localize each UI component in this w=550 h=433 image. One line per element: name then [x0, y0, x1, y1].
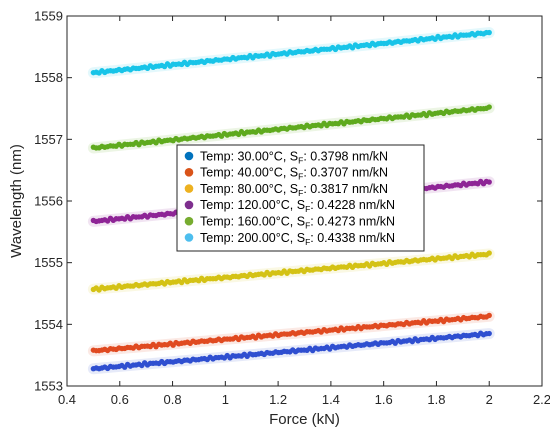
- legend-sf-value: : 0.3817 nm/kN: [303, 182, 388, 196]
- legend-entry: Temp: 30.00°C, SF: 0.3798 nm/kN: [200, 149, 388, 165]
- legend-marker: [184, 233, 194, 242]
- fit-line: [93, 106, 490, 149]
- series-40.00°C: [87, 310, 495, 357]
- x-tick-label: 1: [222, 392, 229, 407]
- legend-marker: [184, 216, 194, 226]
- x-tick-label: 1.8: [427, 392, 445, 407]
- fit-line: [93, 332, 490, 370]
- x-tick-label: 2: [486, 392, 493, 407]
- fit-line: [93, 315, 490, 352]
- x-axis-label: Force (kN): [269, 411, 340, 428]
- legend-sf-subscript: F: [298, 172, 303, 182]
- y-tick-label: 1559: [34, 9, 63, 24]
- axis-layer: 0.4 0.6 0.8 1 1.2 1.4 1.6 1.8 2 2.2 1553 1554 1555 15…: [34, 9, 550, 408]
- y-tick-label: 1555: [34, 255, 63, 270]
- fit-line: [93, 253, 490, 291]
- x-tick-label: 1.4: [322, 392, 340, 407]
- legend-marker: [184, 151, 194, 161]
- legend-sf-value: : 0.4338 nm/kN: [310, 231, 395, 245]
- x-tick-label: 1.6: [375, 392, 393, 407]
- legend-marker: [184, 200, 194, 210]
- legend-sf-subscript: F: [298, 155, 303, 165]
- legend-marker: [184, 184, 194, 193]
- legend-sf-subscript: F: [305, 237, 310, 247]
- y-tick-label: 1557: [34, 132, 63, 147]
- x-tick-label: 0.6: [111, 392, 129, 407]
- legend-sf-value: : 0.3707 nm/kN: [303, 166, 388, 180]
- x-tick-label: 0.8: [164, 392, 182, 407]
- series-160.00°C: [87, 102, 495, 154]
- legend-sf-value: : 0.3798 nm/kN: [303, 149, 388, 163]
- legend-entry: Temp: 160.00°C, SF: 0.4273 nm/kN: [200, 215, 395, 231]
- series-80.00°C: [87, 248, 495, 295]
- fit-line: [93, 31, 490, 74]
- y-tick-label: 1556: [34, 194, 63, 209]
- legend-sf-subscript: F: [305, 221, 310, 231]
- legend-box: [176, 144, 425, 252]
- x-tick-label: 1.2: [269, 392, 287, 407]
- legend-temp: Temp: 30.00°C, S: [200, 149, 298, 163]
- series-layer: [87, 27, 495, 375]
- y-tick-label: 1554: [34, 317, 63, 332]
- legend-sf-value: : 0.4273 nm/kN: [310, 215, 395, 229]
- legend-sf-value: : 0.4228 nm/kN: [310, 198, 395, 212]
- legend-temp: Temp: 40.00°C, S: [200, 166, 298, 180]
- legend-temp: Temp: 80.00°C, S: [200, 182, 298, 196]
- data-point: [486, 29, 492, 36]
- series-200.00°C: [87, 27, 495, 79]
- legend-entry: Temp: 120.00°C, SF: 0.4228 nm/kN: [200, 198, 395, 214]
- legend-temp: Temp: 200.00°C, S: [200, 231, 305, 245]
- y-tick-label: 1558: [34, 70, 63, 85]
- x-tick-label: 0.4: [58, 392, 76, 407]
- legend-sf-subscript: F: [305, 204, 310, 214]
- y-tick-label: 1553: [34, 379, 63, 394]
- series-30.00°C: [87, 328, 495, 375]
- legend-marker: [184, 168, 194, 177]
- legend-temp: Temp: 160.00°C, S: [200, 215, 305, 229]
- legend-temp: Temp: 120.00°C, S: [200, 198, 305, 212]
- legend-entry: Temp: 40.00°C, SF: 0.3707 nm/kN: [200, 166, 388, 182]
- x-tick-label: 2.2: [533, 392, 550, 407]
- data-point: [486, 330, 492, 337]
- legend-entry: Temp: 200.00°C, SF: 0.4338 nm/kN: [200, 231, 395, 247]
- legend-sf-subscript: F: [298, 188, 303, 198]
- y-axis-label: Wavelength (nm): [8, 144, 25, 258]
- legend-entry: Temp: 80.00°C, SF: 0.3817 nm/kN: [200, 182, 388, 198]
